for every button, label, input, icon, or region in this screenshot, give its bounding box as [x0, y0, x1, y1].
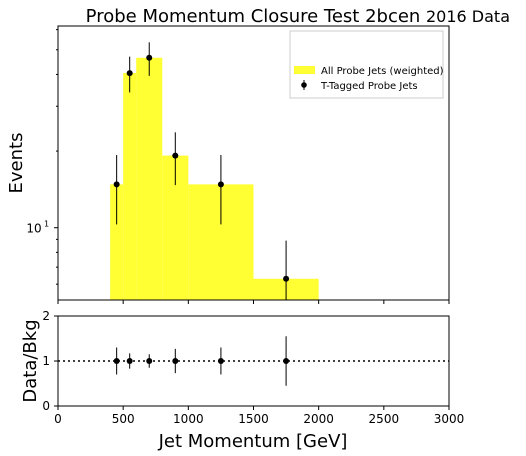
ratio-point-0	[113, 358, 120, 364]
legend-label-points: T-Tagged Probe Jets	[320, 81, 418, 92]
ratio-point-2	[146, 358, 153, 364]
x-tick-label-4: 2000	[303, 412, 334, 426]
x-tick-label-5: 2500	[369, 412, 400, 426]
ratio-y-tick-label-0: 0	[42, 399, 50, 413]
legend-swatch-histogram	[294, 66, 315, 74]
legend-marker-point	[301, 82, 307, 88]
chart-title: Probe Momentum Closure Test 2bcen	[86, 6, 421, 27]
x-tick-label-3: 1500	[238, 412, 269, 426]
data-point-5	[283, 275, 290, 282]
y-axis-label-events: Events	[6, 133, 27, 194]
y-axis-label-ratio: Data/Bkg	[20, 319, 41, 402]
histogram-bar-1	[123, 73, 137, 301]
ratio-y-tick-label-1: 1	[42, 354, 50, 368]
chart-annotation: 2016 Data	[426, 7, 510, 26]
histogram-bar-0	[110, 184, 124, 300]
histogram-bar-2	[136, 57, 163, 301]
top-axis-ticks: 10 1	[26, 29, 450, 304]
data-point-1	[126, 70, 133, 77]
x-axis-label: Jet Momentum [GeV]	[158, 431, 348, 452]
x-tick-label-0: 0	[54, 412, 62, 426]
y-tick-label-0: 10	[26, 222, 41, 236]
ratio-point-4	[217, 358, 224, 364]
ratio-points	[113, 336, 290, 386]
ratio-y-tick-label-2: 2	[42, 309, 50, 323]
legend-label-histogram: All Probe Jets (weighted)	[321, 66, 444, 77]
y-tick-exponent-0: 1	[44, 220, 49, 229]
ratio-point-1	[126, 358, 133, 364]
ratio-point-3	[172, 358, 179, 364]
data-point-3	[172, 152, 179, 159]
legend-box	[289, 30, 444, 99]
data-point-2	[146, 54, 153, 61]
x-tick-label-1: 500	[112, 412, 135, 426]
histogram-bars	[110, 57, 319, 301]
data-point-4	[217, 181, 224, 188]
data-points	[113, 42, 290, 300]
x-tick-label-6: 3000	[434, 412, 465, 426]
ratio-axis-ticks: 0 500 1000 1500 2000 2500 3000 0 1 2	[42, 309, 464, 426]
data-point-0	[113, 181, 120, 188]
legend: All Probe Jets (weighted) T-Tagged Probe…	[289, 30, 444, 99]
ratio-point-5	[283, 358, 290, 364]
x-tick-label-2: 1000	[173, 412, 204, 426]
